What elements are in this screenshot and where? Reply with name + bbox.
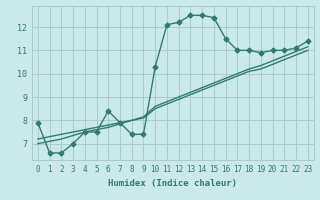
X-axis label: Humidex (Indice chaleur): Humidex (Indice chaleur): [108, 179, 237, 188]
